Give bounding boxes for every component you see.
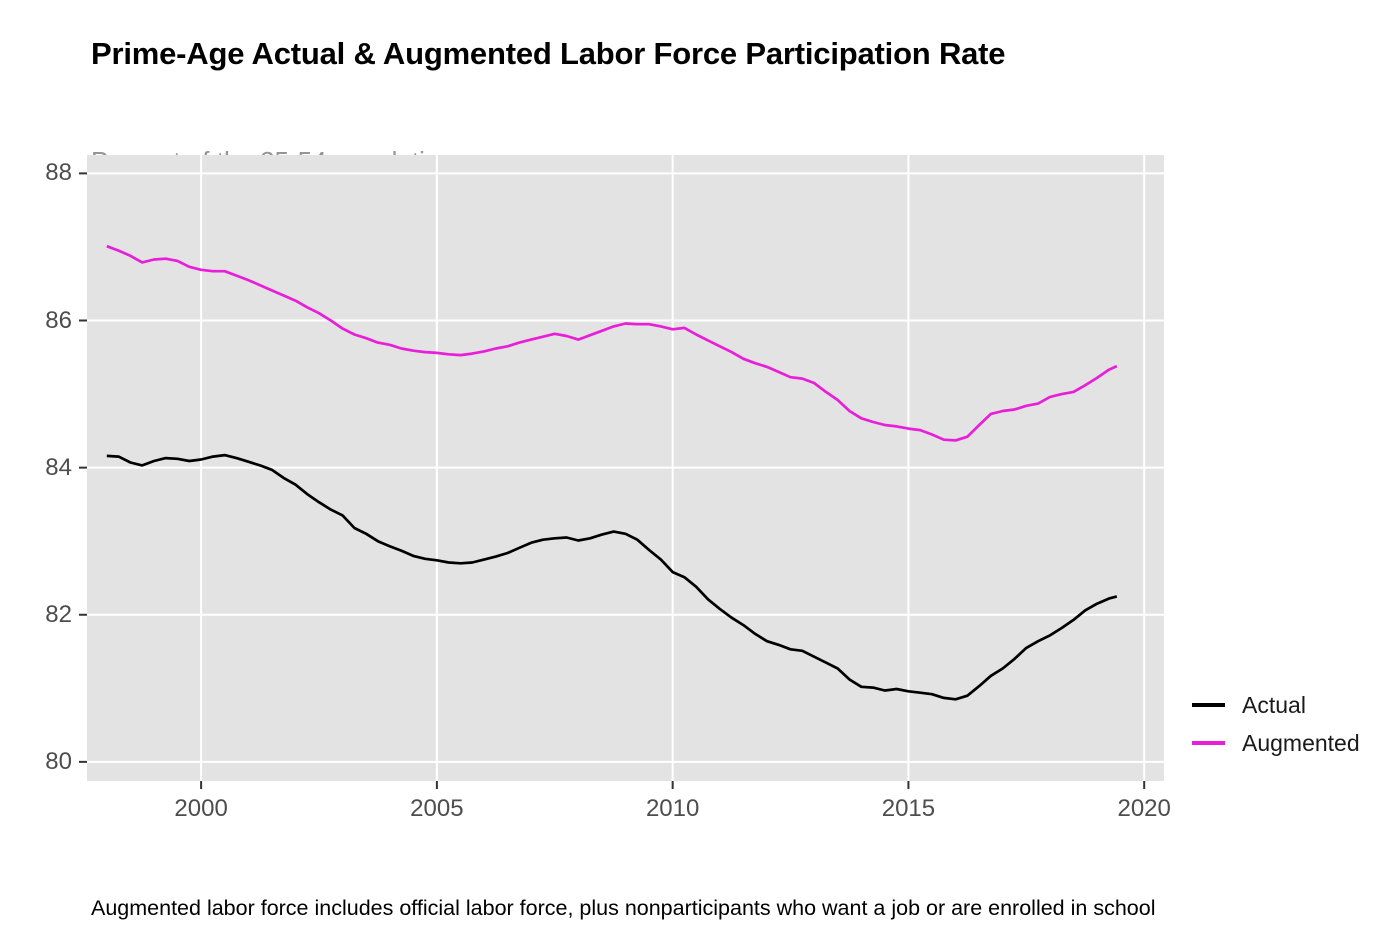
y-tick-label-84: 84	[45, 453, 72, 481]
y-tick-label-86: 86	[45, 306, 72, 334]
legend-key-line-augmented	[1192, 741, 1225, 745]
x-tick-label-2000: 2000	[174, 795, 228, 822]
legend-label-actual: Actual	[1242, 691, 1306, 718]
legend-item-augmented: Augmented	[1192, 730, 1360, 756]
x-tick-label-2010: 2010	[645, 795, 700, 822]
plot-panel	[79, 155, 1164, 789]
x-tick-label-2020: 2020	[1117, 795, 1171, 822]
chart-title: Prime-Age Actual & Augmented Labor Force…	[91, 36, 1006, 71]
legend-item-actual: Actual	[1192, 692, 1360, 718]
y-tick-label-88: 88	[45, 159, 72, 187]
series-line-augmented	[106, 244, 1118, 442]
caption-line-1: Augmented labor force includes official …	[91, 896, 1156, 920]
x-tick-label-2005: 2005	[410, 795, 464, 822]
y-tick-label-80: 80	[45, 747, 72, 775]
legend-label-augmented: Augmented	[1242, 729, 1360, 756]
chart-caption: Augmented labor force includes official …	[91, 841, 1155, 931]
series-line-actual	[106, 453, 1118, 701]
y-tick-label-82: 82	[45, 600, 72, 628]
x-tick-label-2015: 2015	[881, 795, 936, 822]
legend-key-line-actual	[1192, 703, 1225, 707]
legend: Actual Augmented	[1192, 692, 1360, 756]
